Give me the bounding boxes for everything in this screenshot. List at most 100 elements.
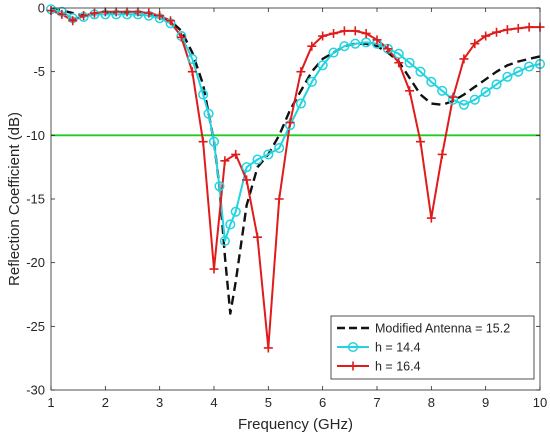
- data-point: [295, 98, 306, 109]
- data-point: [492, 27, 502, 37]
- data-point: [198, 137, 208, 147]
- data-point: [296, 67, 306, 77]
- data-point: [166, 16, 176, 26]
- data-point: [524, 22, 534, 32]
- y-tick-label: -25: [26, 319, 45, 334]
- data-point: [437, 85, 448, 96]
- data-point: [513, 66, 524, 77]
- x-tick-label: 7: [373, 395, 380, 410]
- data-point: [230, 206, 241, 217]
- x-tick-label: 3: [156, 395, 163, 410]
- data-point: [133, 7, 143, 17]
- data-point: [393, 48, 404, 59]
- data-point: [214, 181, 225, 192]
- data-point: [203, 108, 214, 119]
- data-point: [448, 92, 458, 102]
- y-tick-label: -5: [33, 64, 45, 79]
- data-point: [339, 41, 350, 52]
- data-point: [274, 194, 284, 204]
- legend-entries: Modified Antenna = 15.2 h = 14.4 h = 16.4: [337, 322, 510, 374]
- axis-ticks: 1 2 3 4 5 6 7 8 9 10 0 -5 -10 -15 -20 -25 -30: [26, 1, 547, 411]
- data-point: [491, 79, 502, 90]
- legend: Modified Antenna = 15.2 h = 14.4 h = 16.4: [330, 315, 535, 380]
- data-point: [470, 39, 480, 49]
- data-point: [252, 232, 262, 242]
- data-point: [285, 118, 295, 128]
- data-point: [372, 35, 382, 45]
- data-point: [208, 136, 220, 147]
- legend-marker: [348, 361, 358, 371]
- data-point: [481, 31, 491, 41]
- series-markers-2: [45, 4, 546, 247]
- data-point: [241, 162, 252, 173]
- data-point: [242, 175, 252, 185]
- data-point: [426, 213, 436, 223]
- data-point: [220, 156, 230, 166]
- data-point: [394, 58, 404, 68]
- data-point: [469, 94, 480, 105]
- data-point: [187, 67, 197, 77]
- data-point: [404, 57, 415, 68]
- x-tick-label: 9: [482, 395, 489, 410]
- data-point: [524, 61, 535, 72]
- y-tick-label: 0: [38, 1, 45, 16]
- legend-item-3: h = 16.4: [337, 360, 421, 374]
- data-point: [329, 28, 339, 38]
- data-point: [274, 143, 285, 154]
- data-point: [187, 53, 198, 64]
- y-tick-label: -30: [26, 383, 45, 398]
- data-point: [219, 235, 230, 247]
- data-point: [459, 54, 469, 64]
- plot-markers: [45, 4, 546, 353]
- data-point: [89, 8, 99, 18]
- x-axis-title: Frequency (GHz): [238, 416, 353, 433]
- x-tick-label: 10: [533, 395, 547, 410]
- data-point: [209, 264, 219, 274]
- x-tick-label: 6: [319, 395, 326, 410]
- data-point: [231, 149, 241, 159]
- data-point: [513, 23, 523, 33]
- data-point: [350, 26, 360, 36]
- data-point: [480, 86, 491, 98]
- legend-label: Modified Antenna = 15.2: [375, 322, 510, 336]
- data-point: [339, 26, 349, 36]
- data-point: [426, 76, 437, 87]
- data-point: [361, 28, 371, 38]
- data-point: [306, 76, 317, 87]
- x-tick-label: 8: [428, 395, 435, 410]
- data-point: [437, 149, 447, 159]
- series-markers-3: [46, 6, 545, 353]
- data-point: [502, 71, 513, 82]
- data-point: [225, 219, 236, 230]
- y-tick-label: -20: [26, 255, 45, 270]
- data-point: [57, 9, 67, 19]
- data-point: [361, 37, 372, 48]
- data-point: [350, 38, 361, 49]
- data-point: [415, 137, 425, 147]
- plot-lines: [50, 8, 541, 349]
- data-point: [79, 11, 89, 21]
- data-point: [318, 31, 328, 41]
- data-point: [68, 16, 78, 26]
- legend-marker: [347, 341, 359, 353]
- data-point: [263, 343, 273, 353]
- data-point: [307, 41, 317, 51]
- data-point: [383, 44, 393, 54]
- data-point: [502, 25, 512, 35]
- data-point: [328, 47, 339, 58]
- legend-label: h = 14.4: [375, 341, 421, 355]
- x-tick-label: 4: [210, 395, 217, 410]
- legend-label: h = 16.4: [375, 360, 421, 374]
- data-point: [176, 32, 186, 42]
- data-point: [458, 99, 469, 110]
- data-point: [263, 149, 274, 160]
- series-line-3: [50, 9, 540, 349]
- y-tick-label: -10: [26, 128, 45, 143]
- data-point: [144, 8, 154, 18]
- x-tick-label: 5: [265, 395, 272, 410]
- y-tick-label: -15: [26, 192, 45, 207]
- data-point: [155, 11, 165, 21]
- data-point: [122, 7, 132, 17]
- data-point: [405, 86, 415, 96]
